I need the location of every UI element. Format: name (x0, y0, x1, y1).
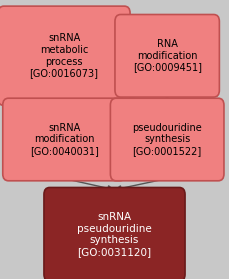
Text: snRNA
metabolic
process
[GO:0016073]: snRNA metabolic process [GO:0016073] (30, 33, 99, 78)
Text: snRNA
modification
[GO:0040031]: snRNA modification [GO:0040031] (30, 123, 98, 156)
Text: snRNA
pseudouridine
synthesis
[GO:0031120]: snRNA pseudouridine synthesis [GO:003112… (77, 212, 152, 257)
FancyBboxPatch shape (110, 98, 224, 181)
FancyBboxPatch shape (0, 6, 130, 105)
Text: RNA
modification
[GO:0009451]: RNA modification [GO:0009451] (133, 39, 202, 72)
Text: pseudouridine
synthesis
[GO:0001522]: pseudouridine synthesis [GO:0001522] (132, 123, 202, 156)
FancyBboxPatch shape (3, 98, 125, 181)
FancyBboxPatch shape (44, 187, 185, 279)
FancyBboxPatch shape (115, 15, 219, 97)
